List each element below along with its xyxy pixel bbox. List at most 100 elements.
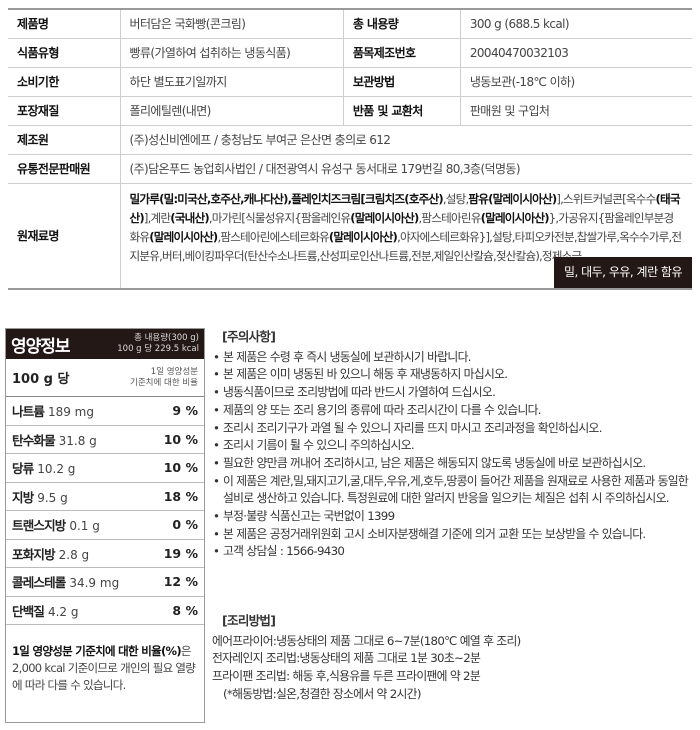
nutrient-amount: 0.1 g	[69, 519, 100, 534]
nutrition-per: 100 g 당	[12, 372, 70, 387]
cooking-item: 전자레인지 조리법:냉동상태의 제품 그대로 1분 30초~2분	[212, 651, 481, 666]
nutrient-amount: 189 mg	[47, 405, 94, 420]
row-label: 보관방법	[342, 66, 461, 97]
row-value: 폴리에틸렌(내면)	[119, 95, 344, 126]
row-label: 반품 및 교환처	[342, 95, 461, 126]
nutrient-percent: 18 %	[163, 488, 198, 504]
row-value: (주)성신비엔에프 / 충청남도 부여군 은산면 충의로 612	[119, 124, 692, 155]
nutrient-row: 탄수화물 31.8 g 10 %	[6, 426, 204, 454]
nutrient-percent: 10 %	[163, 460, 198, 476]
ingredients-row: 원재료명 밀가루(밀:미국산,호주산,캐나다산),플레인치즈크림[크림치즈(호주산…	[8, 182, 692, 290]
table-row: 제품명 버터담은 국화빵(콘크림) 총 내용량 300 g (688.5 kcal)	[8, 8, 692, 39]
row-label: 유통전문판매원	[8, 153, 121, 184]
caution-item: 냉동식품이므로 조리방법에 따라 반드시 가열하여 드십시오.	[212, 384, 697, 402]
nutrition-note: 1일 영양성분 기준치에 대한 비율(%)은 2,000 kcal 기준이므로 …	[6, 625, 204, 694]
cooking-item: 에어프라이어:냉동상태의 제품 그대로 6~7분(180℃ 예열 후 조리)	[212, 633, 521, 648]
row-label: 소비기한	[8, 66, 121, 97]
caution-item: 조리시 기름이 튈 수 있으니 주의하십시오.	[212, 437, 697, 455]
nutrition-kcal: 100 g 당 229.5 kcal	[117, 344, 199, 354]
caution-item: 부정·불량 식품신고는 국번없이 1399	[212, 508, 697, 526]
product-info-table: 제품명 버터담은 국화빵(콘크림) 총 내용량 300 g (688.5 kcal) 식…	[8, 8, 692, 290]
nutrient-row: 당류 10.2 g 10 %	[6, 454, 204, 483]
table-row: 식품유형 빵류(가열하여 섭취하는 냉동식품) 품목제조번호 200404700321…	[8, 37, 692, 68]
ratio-label: 1일 영양성분	[150, 366, 198, 377]
ingredient-segment: ,팜스테아린에스테르화유	[217, 229, 329, 244]
nutrient-amount: 31.8 g	[58, 433, 97, 448]
cautions-title: [주의사항]	[222, 329, 276, 344]
table-row: 제조원 (주)성신비엔에프 / 충청남도 부여군 은산면 충의로 612	[8, 124, 692, 155]
ingredient-segment: ,야자에스테르화유}],설탕,타피오카전분,찹쌀가루,옥수수가루,전지분유,버터…	[129, 229, 683, 263]
nutrient-percent: 0 %	[172, 517, 198, 533]
row-label: 포장재질	[8, 95, 121, 126]
nutrient-percent: 19 %	[163, 545, 198, 561]
nutrient-label: 지방 9.5 g	[12, 487, 68, 506]
nutrient-amount: 9.5 g	[37, 490, 68, 505]
nutrient-row: 콜레스테롤 34.9 mg 12 %	[6, 568, 204, 597]
row-value: 20040470032103	[459, 37, 692, 68]
nutrient-label: 포화지방 2.8 g	[12, 544, 89, 563]
row-value: 판매원 및 구입처	[459, 95, 692, 126]
nutrition-per-row: 100 g 당 1일 영양성분 기준치에 대한 비율	[6, 359, 204, 397]
nutrient-percent: 10 %	[163, 431, 198, 447]
ingredient-segment: (태국산)	[129, 191, 681, 225]
row-label: 제조원	[8, 124, 121, 155]
cooking-item: 프라이팬 조리법: 해동 후,식용유를 두른 프라이팬에 약 2분	[212, 669, 481, 684]
nutrient-row: 나트륨 189 mg 9 %	[6, 397, 204, 426]
nutrition-note-text: 은 2,000 kcal 기준이므로 개인의 필요 열량에 따라 다를 수 있습…	[12, 644, 196, 692]
nutrient-label: 콜레스테롤 34.9 mg	[12, 572, 119, 591]
nutrient-name: 당류	[12, 461, 34, 477]
row-label: 품목제조번호	[342, 37, 461, 68]
caution-item: 이 제품은 계란,밀,돼지고기,굴,대두,우유,게,호두,땅콩이 들어간 제품을…	[212, 473, 697, 508]
ingredients-label: 원재료명	[8, 182, 121, 290]
row-value: 냉동보관(-18℃ 이하)	[459, 66, 692, 97]
nutrient-amount: 10.2 g	[37, 462, 76, 477]
row-value: 300 g (688.5 kcal)	[459, 8, 692, 39]
nutrient-label: 트랜스지방 0.1 g	[12, 515, 100, 534]
caution-item: 본 제품은 이미 냉동된 바 있으니 해동 후 재냉동하지 마십시오.	[212, 366, 697, 384]
ingredient-segment: (말레이시아산)	[149, 229, 218, 244]
ingredient-segment: (말레이시아산)	[328, 229, 398, 244]
nutrient-percent: 12 %	[163, 574, 198, 590]
nutrient-amount: 4.2 g	[47, 604, 79, 619]
ingredient-segment: ,팜스테아린유	[418, 210, 481, 225]
row-label: 총 내용량	[342, 8, 461, 39]
nutrient-name: 콜레스테롤	[12, 575, 66, 591]
cautions-section: [주의사항] 본 제품은 수령 후 즉시 냉동실에 보관하시기 바랍니다.본 제…	[212, 328, 697, 561]
nutrient-label: 당류 10.2 g	[12, 458, 75, 477]
row-label: 식품유형	[8, 37, 121, 68]
caution-item: 본 제품은 공정거래위원회 고시 소비자분쟁해결 기준에 의거 교환 또는 보상…	[212, 526, 697, 544]
nutrient-row: 단백질 4.2 g 8 %	[6, 597, 204, 625]
row-value: 하단 별도표기일까지	[119, 66, 344, 97]
nutrient-label: 탄수화물 31.8 g	[12, 430, 97, 449]
row-value: 빵류(가열하여 섭취하는 냉동식품)	[119, 37, 344, 68]
ingredient-segment: (국내산)	[170, 210, 209, 225]
ingredient-segment: ],스위트커널콘[옥수수	[556, 191, 656, 206]
ingredients-value: 밀가루(밀:미국산,호주산,캐나다산),플레인치즈크림[크림치즈(호주산),설탕…	[119, 182, 692, 290]
nutrient-percent: 9 %	[172, 403, 198, 419]
row-label: 제품명	[8, 8, 121, 39]
nutrient-amount: 34.9 mg	[69, 576, 120, 591]
caution-item: 필요한 양만큼 꺼내어 조리하시고, 남은 제품은 해동되지 않도록 냉동실에 …	[212, 455, 697, 473]
row-value: (주)담온푸드 농업회사법인 / 대전광역시 유성구 동서대로 179번길 80…	[119, 153, 692, 184]
nutrient-row: 트랜스지방 0.1 g 0 %	[6, 511, 204, 540]
table-row: 유통전문판매원 (주)담온푸드 농업회사법인 / 대전광역시 유성구 동서대로 1…	[8, 153, 692, 184]
nutrition-note-bold: 1일 영양성분 기준치에 대한 비율(%)	[12, 644, 182, 658]
nutrition-total: 총 내용량(300 g)	[134, 333, 199, 343]
nutrient-name: 탄수화물	[12, 432, 56, 448]
nutrient-name: 나트륨	[12, 404, 45, 420]
caution-item: 고객 상담실 : 1566-9430	[212, 543, 697, 561]
caution-item: 제품의 양 또는 조리 용기의 종류에 따라 조리시간이 다를 수 있습니다.	[212, 402, 697, 420]
thaw-note: (*해동방법:실온,청결한 장소에서 약 2시간)	[223, 686, 421, 701]
ingredient-segment: ],계란	[143, 210, 171, 225]
caution-item: 조리시 조리기구가 과열 될 수 있으니 자리를 뜨지 마시고 조리과정을 확인…	[212, 420, 697, 438]
nutrient-label: 나트륨 189 mg	[12, 401, 94, 420]
nutrition-title: 영양정보	[11, 336, 71, 357]
ingredient-segment: },가공유지{팜올레인부분경화유	[129, 210, 675, 244]
table-row: 소비기한 하단 별도표기일까지 보관방법 냉동보관(-18℃ 이하)	[8, 66, 692, 97]
row-value: 버터담은 국화빵(콘크림)	[119, 8, 344, 39]
nutrient-row: 포화지방 2.8 g 19 %	[6, 540, 204, 568]
nutrition-panel: 영양정보 총 내용량(300 g) 100 g 당 229.5 kcal 100 …	[5, 328, 205, 723]
ratio-label-2: 기준치에 대한 비율	[130, 377, 198, 388]
allergy-badge: 밀, 대두, 우유, 계란 함유	[553, 256, 692, 288]
nutrient-name: 트랜스지방	[12, 518, 66, 534]
